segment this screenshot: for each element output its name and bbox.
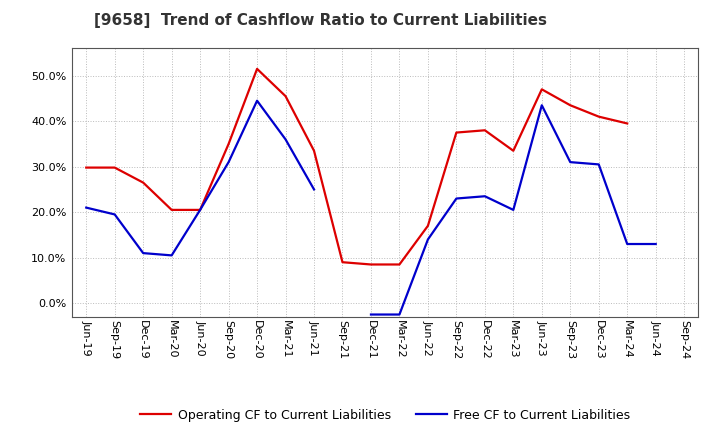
Legend: Operating CF to Current Liabilities, Free CF to Current Liabilities: Operating CF to Current Liabilities, Fre…: [135, 403, 635, 426]
Operating CF to Current Liabilities: [82, 165, 91, 170]
Line: Free CF to Current Liabilities: Free CF to Current Liabilities: [86, 101, 314, 255]
Operating CF to Current Liabilities: [595, 114, 603, 119]
Free CF to Current Liabilities: [196, 207, 204, 213]
Operating CF to Current Liabilities: [110, 165, 119, 170]
Free CF to Current Liabilities: [282, 137, 290, 142]
Line: Operating CF to Current Liabilities: Operating CF to Current Liabilities: [86, 69, 627, 264]
Free CF to Current Liabilities: [167, 253, 176, 258]
Operating CF to Current Liabilities: [395, 262, 404, 267]
Operating CF to Current Liabilities: [253, 66, 261, 72]
Operating CF to Current Liabilities: [623, 121, 631, 126]
Free CF to Current Liabilities: [110, 212, 119, 217]
Operating CF to Current Liabilities: [366, 262, 375, 267]
Operating CF to Current Liabilities: [338, 260, 347, 265]
Operating CF to Current Liabilities: [537, 87, 546, 92]
Operating CF to Current Liabilities: [225, 141, 233, 147]
Operating CF to Current Liabilities: [167, 207, 176, 213]
Operating CF to Current Liabilities: [509, 148, 518, 154]
Operating CF to Current Liabilities: [480, 128, 489, 133]
Free CF to Current Liabilities: [139, 250, 148, 256]
Operating CF to Current Liabilities: [452, 130, 461, 135]
Operating CF to Current Liabilities: [282, 94, 290, 99]
Operating CF to Current Liabilities: [566, 103, 575, 108]
Operating CF to Current Liabilities: [310, 148, 318, 154]
Free CF to Current Liabilities: [253, 98, 261, 103]
Text: [9658]  Trend of Cashflow Ratio to Current Liabilities: [9658] Trend of Cashflow Ratio to Curren…: [94, 13, 546, 28]
Operating CF to Current Liabilities: [139, 180, 148, 185]
Operating CF to Current Liabilities: [423, 223, 432, 228]
Free CF to Current Liabilities: [82, 205, 91, 210]
Free CF to Current Liabilities: [310, 187, 318, 192]
Operating CF to Current Liabilities: [196, 207, 204, 213]
Free CF to Current Liabilities: [225, 159, 233, 165]
